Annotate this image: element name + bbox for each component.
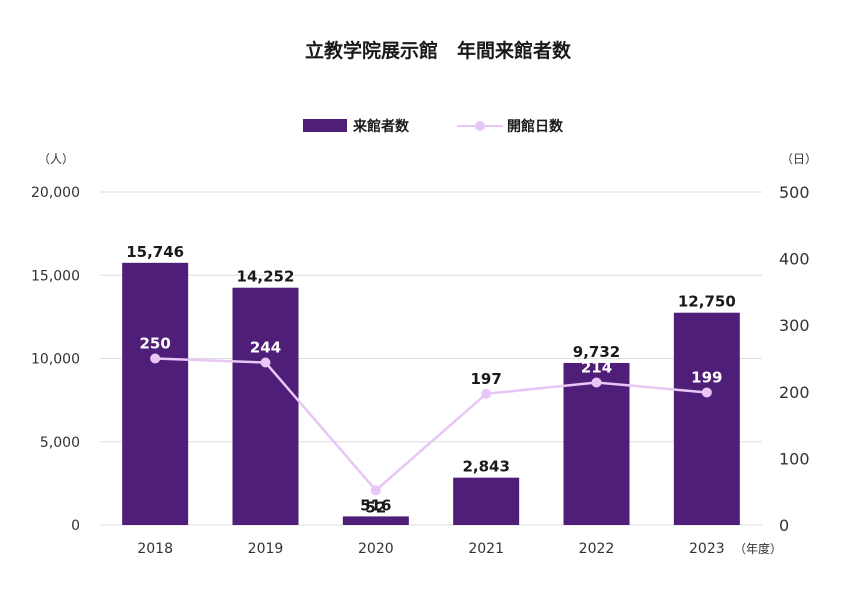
x-tick-label: 2019 (248, 541, 284, 557)
right-tick-label: 200 (779, 383, 810, 402)
legend-label-open-days: 開館日数 (507, 118, 564, 135)
line-path (155, 357, 707, 493)
legend-swatch-marker (475, 121, 485, 131)
bar-series: 15,746 14,252 516 2,843 9,732 12,750 (122, 243, 740, 525)
chart-title: 立教学院展示館 年間来館者数 (305, 39, 572, 62)
right-tick-label: 400 (779, 250, 810, 269)
bar-value-label: 12,750 (678, 293, 736, 311)
gridlines (100, 191, 762, 526)
left-axis-unit: （人） (38, 152, 74, 166)
line-point (701, 387, 712, 398)
right-tick-label: 100 (779, 449, 810, 468)
line-point (481, 388, 492, 399)
bar (453, 477, 520, 525)
x-axis-ticks: 2018 2019 2020 2021 2022 2023 (137, 541, 724, 557)
bar (673, 312, 740, 525)
x-tick-label: 2023 (689, 541, 725, 557)
line-value-label: 52 (365, 498, 386, 516)
left-tick-label: 5,000 (40, 435, 80, 451)
line-point (260, 357, 271, 368)
bar-value-label: 14,252 (237, 268, 295, 286)
right-tick-label: 300 (779, 316, 810, 335)
x-tick-label: 2020 (358, 541, 394, 557)
bar-value-label: 15,746 (126, 243, 184, 261)
line-value-label: 214 (581, 358, 612, 376)
right-axis-unit: （日） (781, 152, 817, 166)
bar-value-label: 2,843 (462, 458, 509, 476)
bar (342, 516, 409, 525)
bar (122, 262, 189, 525)
x-tick-label: 2018 (137, 541, 173, 557)
x-tick-label: 2022 (579, 541, 615, 557)
left-axis-ticks: 0 5,000 10,000 15,000 20,000 (31, 185, 80, 534)
bar-value-label: 9,732 (573, 343, 620, 361)
left-tick-label: 20,000 (31, 185, 80, 201)
legend: 来館者数 開館日数 (303, 118, 564, 135)
line-value-label: 244 (250, 338, 281, 356)
line-value-label: 250 (140, 335, 171, 353)
bar-value-label: 516 (360, 496, 391, 514)
line-value-label: 199 (691, 368, 722, 386)
line-value-label: 197 (471, 370, 502, 388)
x-tick-label: 2021 (468, 541, 504, 557)
line-series: 250 244 52 197 214 199 (140, 335, 723, 517)
right-axis-ticks: 0 100 200 300 400 500 (779, 183, 810, 535)
line-point (591, 377, 602, 388)
bar (232, 287, 299, 525)
right-tick-label: 0 (779, 516, 789, 535)
x-axis-unit: （年度） (734, 541, 782, 556)
left-tick-label: 15,000 (31, 268, 80, 284)
legend-swatch-visitors (303, 119, 347, 132)
left-tick-label: 0 (71, 518, 80, 534)
left-tick-label: 10,000 (31, 352, 80, 368)
legend-label-visitors: 来館者数 (352, 118, 410, 135)
line-point (370, 485, 381, 496)
right-tick-label: 500 (779, 183, 810, 202)
bar (563, 362, 630, 525)
line-point (150, 353, 161, 364)
